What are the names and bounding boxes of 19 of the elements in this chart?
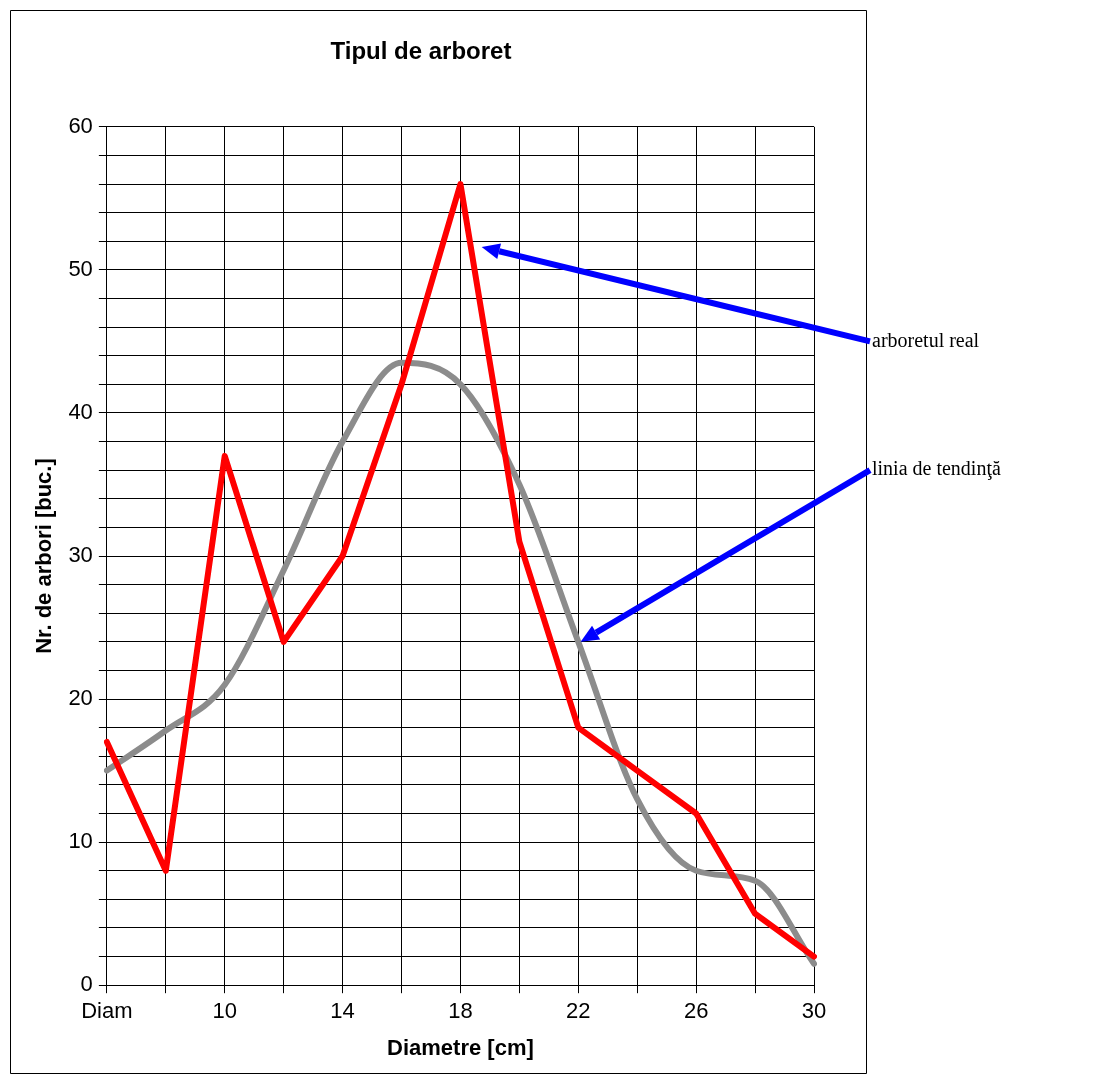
text: arboretul real	[872, 328, 980, 351]
x-tick-label: 26	[683, 998, 709, 1024]
y-axis-title: Nr. de arbori [buc.]	[31, 458, 57, 654]
y-tick-label: 0	[80, 971, 93, 997]
y-tick-label: 20	[68, 685, 93, 711]
y-tick-label: 30	[68, 542, 93, 568]
x-tick-label: 10	[212, 998, 237, 1024]
text: linia de tendinţă	[872, 457, 1001, 481]
chart-title: Tipul de arboret	[330, 37, 512, 65]
y-tick-label: 60	[68, 112, 93, 138]
y-tick-label: 40	[68, 399, 93, 424]
x-tick-label: Diam	[81, 998, 133, 1024]
x-tick-label: 22	[566, 998, 591, 1024]
x-tick-label: 14	[330, 998, 355, 1024]
x-axis-title: Diametre [cm]	[387, 1034, 534, 1060]
x-tick-label: 30	[801, 998, 827, 1024]
y-tick-label: 10	[68, 828, 93, 854]
x-tick-label: 18	[448, 998, 473, 1024]
y-tick-label: 50	[68, 255, 93, 281]
